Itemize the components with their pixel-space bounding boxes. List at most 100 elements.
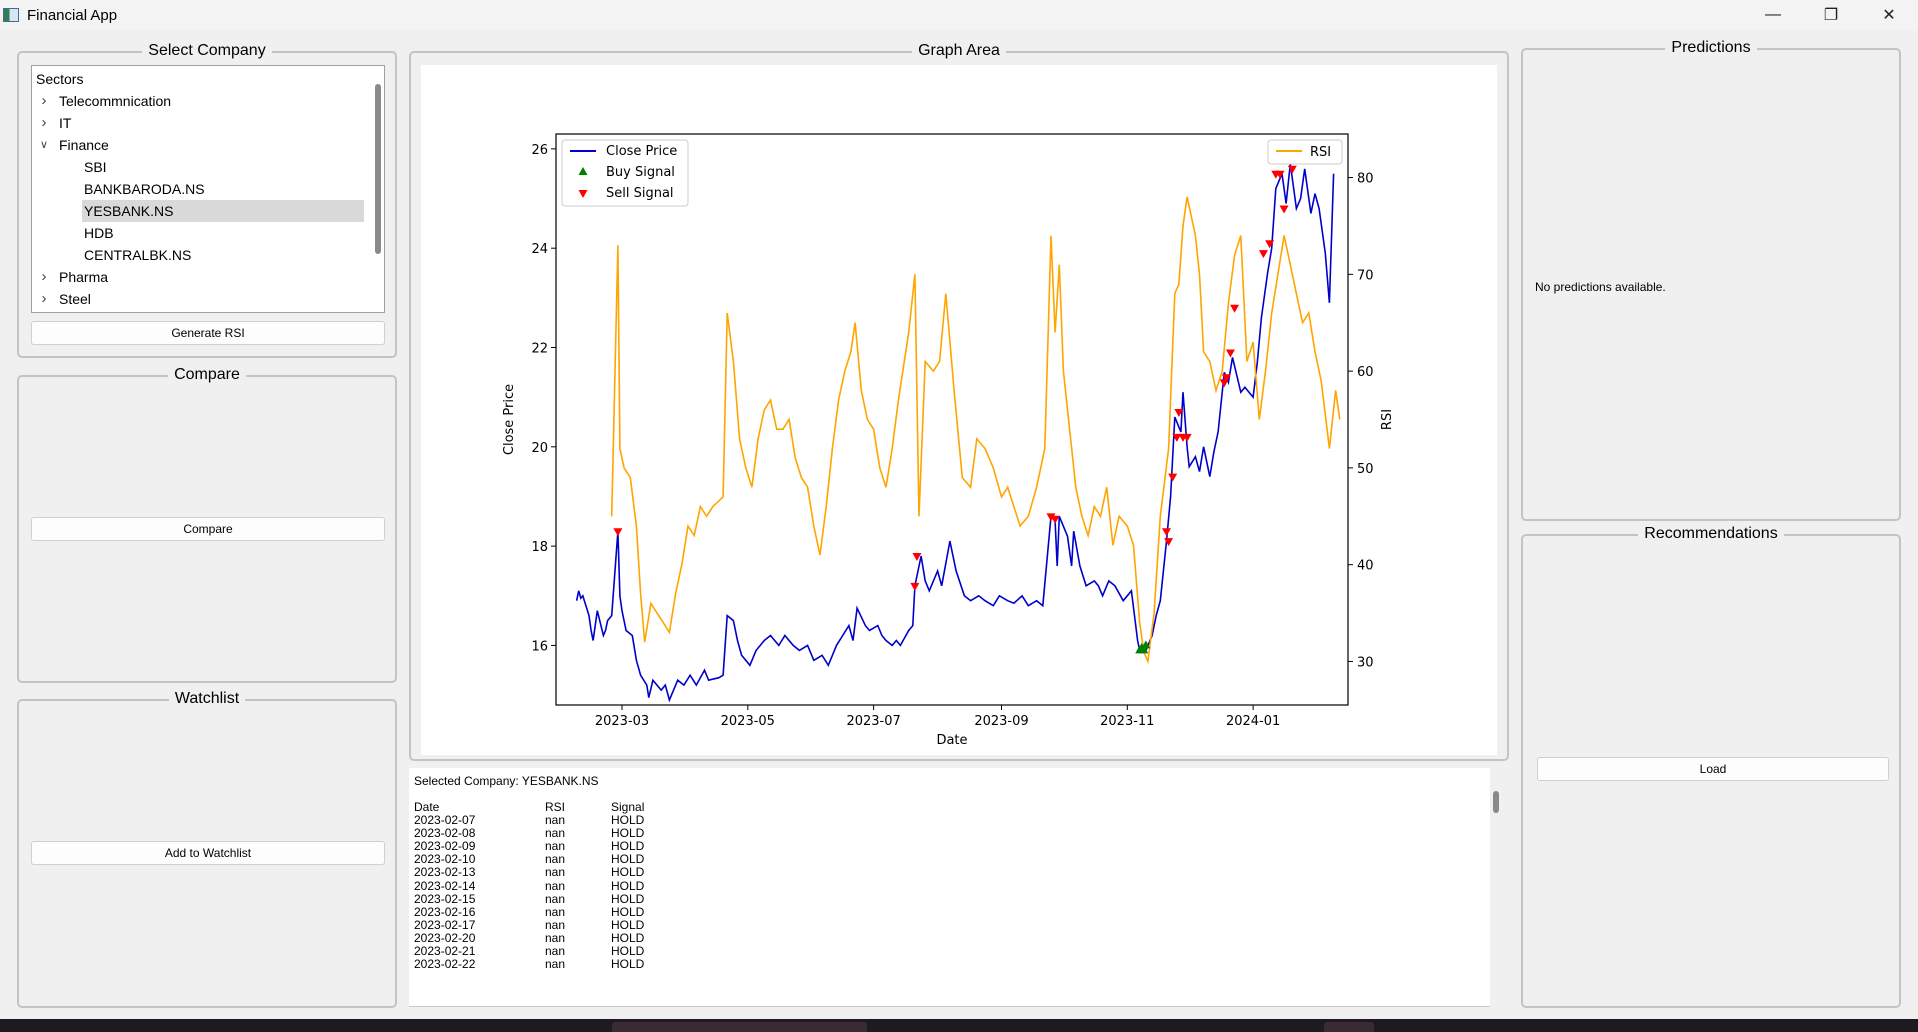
rsi-line xyxy=(610,196,1341,665)
recommendations-group: Recommendations Load xyxy=(1521,525,1901,1008)
sell-signal-marker xyxy=(1164,538,1174,547)
tree-company-item[interactable]: CENTRALBK.NS xyxy=(32,244,384,266)
sell-signal-marker xyxy=(1225,349,1235,358)
sell-signal-marker xyxy=(1050,515,1060,524)
sell-signal-marker xyxy=(1174,409,1184,418)
sell-signal-marker xyxy=(1046,513,1056,522)
legend-label: Sell Signal xyxy=(606,186,674,201)
log-cell: nan xyxy=(545,839,566,854)
tree-sector-item[interactable]: › Telecommnication xyxy=(32,90,384,112)
x-tick-label: 2023-07 xyxy=(846,714,900,729)
tree-company-item[interactable]: HDB xyxy=(32,222,384,244)
selected-company-line: Selected Company: YESBANK.NS xyxy=(414,774,599,788)
tree-company-item[interactable]: BANKBARODA.NS xyxy=(32,178,384,200)
log-cell: HOLD xyxy=(611,852,645,867)
tree-scrollbar[interactable] xyxy=(375,84,381,254)
close-icon[interactable]: ✕ xyxy=(1882,7,1896,24)
log-cell: 2023-02-15 xyxy=(414,891,476,906)
log-cell: nan xyxy=(545,826,566,841)
log-cell: 2023-02-21 xyxy=(414,944,476,958)
log-cell: HOLD xyxy=(611,957,645,972)
sell-signal-marker xyxy=(1230,304,1240,313)
compare-button[interactable]: Compare xyxy=(31,517,385,541)
y-axis-label: Close Price xyxy=(502,384,517,455)
signal-log[interactable]: Selected Company: YESBANK.NS Date RSI Sign… xyxy=(409,768,1490,1007)
minimize-icon[interactable]: — xyxy=(1765,6,1781,23)
maximize-icon[interactable]: ❐ xyxy=(1823,7,1839,24)
window-controls: — ❐ ✕ xyxy=(1744,0,1918,30)
log-cell: nan xyxy=(545,891,566,906)
close-price-line xyxy=(575,163,1335,703)
taskbar-item[interactable] xyxy=(612,1022,867,1032)
log-cell: nan xyxy=(545,865,566,880)
sell-signal-marker xyxy=(910,582,920,591)
log-cell: 2023-02-22 xyxy=(414,957,476,972)
sell-signal-marker xyxy=(1258,250,1268,259)
tree-company-item[interactable]: YESBANK.NS xyxy=(32,200,384,222)
tree-header: Sectors xyxy=(36,71,84,87)
y2-tick-label: 40 xyxy=(1357,559,1374,574)
sell-signal-marker xyxy=(1219,379,1229,388)
log-cell: 2023-02-10 xyxy=(414,852,476,867)
x-tick-label: 2024-01 xyxy=(1226,714,1280,729)
legend-label: Buy Signal xyxy=(606,165,675,180)
tree-sector-item[interactable]: › Steel xyxy=(32,288,384,310)
sell-signal-marker xyxy=(1172,433,1182,442)
log-scrollbar[interactable] xyxy=(1493,791,1499,813)
tree-company-item[interactable]: SBI xyxy=(32,156,384,178)
plot-frame xyxy=(555,133,1349,706)
selection-highlight xyxy=(82,200,364,222)
predictions-group: Predictions No predictions available. xyxy=(1521,39,1901,521)
x-tick-label: 2023-09 xyxy=(974,714,1028,729)
log-header: RSI xyxy=(545,800,566,814)
log-cell: nan xyxy=(545,904,566,919)
log-cell: HOLD xyxy=(611,930,645,945)
log-cell: nan xyxy=(545,917,566,932)
taskbar-item[interactable] xyxy=(1324,1022,1374,1032)
load-button[interactable]: Load xyxy=(1537,757,1889,781)
chevron-right-icon[interactable]: › xyxy=(41,114,47,131)
select-company-group: Select Company Sectors › Telecommnication… xyxy=(17,42,397,358)
title-bar: Financial App — ❐ ✕ xyxy=(0,0,1918,30)
add-to-watchlist-button[interactable]: Add to Watchlist xyxy=(31,841,385,865)
log-cell: HOLD xyxy=(611,839,645,854)
y2-tick-label: 80 xyxy=(1357,172,1374,187)
chevron-right-icon[interactable]: › xyxy=(41,268,47,285)
buy-signal-marker xyxy=(1141,640,1151,649)
tree-item-label: Steel xyxy=(59,291,91,307)
sell-signal-marker xyxy=(912,553,922,562)
log-cell: 2023-02-13 xyxy=(414,865,476,880)
sell-signal-marker xyxy=(613,528,623,537)
legend-buy-swatch xyxy=(578,167,588,175)
y-tick-label: 20 xyxy=(531,441,548,456)
tree-sector-item[interactable]: › IT xyxy=(32,112,384,134)
generate-rsi-button[interactable]: Generate RSI xyxy=(31,321,385,345)
chevron-down-icon[interactable]: ∨ xyxy=(39,139,49,151)
taskbar xyxy=(0,1019,1918,1032)
graph-area-group: Graph Area 2023-03 2023-05 2023-07 2023-09 2… xyxy=(409,42,1509,761)
tree-sector-item[interactable]: › Pharma xyxy=(32,266,384,288)
sector-tree[interactable]: Sectors › Telecommnication › IT ∨ Finance SBI B… xyxy=(31,65,385,313)
tree-item-label: SBI xyxy=(84,159,107,175)
chevron-right-icon[interactable]: › xyxy=(41,290,47,307)
tree-sector-item[interactable]: ∨ Finance xyxy=(32,134,384,156)
log-cell: nan xyxy=(545,957,566,972)
log-cell: HOLD xyxy=(611,813,645,827)
tree-item-label: CENTRALBK.NS xyxy=(84,247,192,263)
log-cell: 2023-02-08 xyxy=(414,826,476,841)
watchlist-group: Watchlist Add to Watchlist xyxy=(17,690,397,1008)
app-icon xyxy=(3,8,19,22)
log-cell: 2023-02-20 xyxy=(414,930,476,945)
log-cell: HOLD xyxy=(611,878,645,893)
log-cell: nan xyxy=(545,878,566,893)
log-cell: HOLD xyxy=(611,944,645,958)
sell-signal-marker xyxy=(1287,165,1297,174)
tree-item-label: YESBANK.NS xyxy=(84,203,174,219)
window-title: Financial App xyxy=(27,6,118,24)
sell-signal-marker xyxy=(1168,473,1178,482)
buy-signal-marker xyxy=(1139,645,1149,654)
y-tick-label: 22 xyxy=(531,342,548,357)
y-tick-label: 18 xyxy=(531,540,548,555)
chevron-right-icon[interactable]: › xyxy=(41,92,47,109)
log-cell: nan xyxy=(545,930,566,945)
